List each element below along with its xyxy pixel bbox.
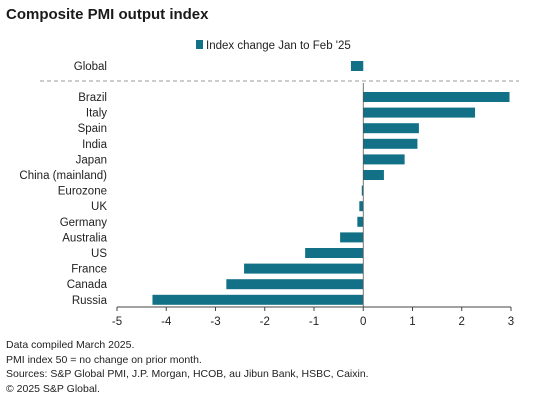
x-tick-label: 3 [508,316,514,328]
x-tick-label: -1 [309,316,319,328]
note-sources: Sources: S&P Global PMI, J.P. Morgan, HC… [6,368,369,380]
chart-title: Composite PMI output index [6,6,209,23]
x-tick-label: 2 [459,316,465,328]
x-tick-label: -3 [210,316,220,328]
bar-canada [226,279,364,290]
x-tick-label: 0 [360,316,366,328]
category-label-italy: Italy [86,108,107,120]
bar-us [305,248,364,258]
bar-japan [363,154,405,165]
category-label-germany: Germany [60,217,108,229]
legend-label: Index change Jan to Feb '25 [206,40,351,52]
bar-eurozone [361,185,364,196]
category-label-india: India [82,139,108,151]
bar-brazil [363,92,510,102]
footnotes: Data compiled March 2025. PMI index 50 =… [6,338,369,396]
x-tick-label: -2 [260,316,270,328]
x-tick-label: 1 [409,316,415,328]
legend-swatch [196,40,203,49]
bar-france [244,263,364,274]
category-label-japan: Japan [76,154,107,166]
note-copyright: © 2025 S&P Global. [6,382,100,395]
note-definition: PMI index 50 = no change on prior month. [6,353,202,366]
x-tick-label: -5 [112,316,122,328]
bar-australia [340,232,364,243]
category-label-eurozone: Eurozone [58,186,107,198]
bar-china-mainland [363,170,384,180]
category-label-us: US [91,248,107,260]
bar-global [350,61,364,71]
x-tick-label: -4 [161,316,172,328]
legend: Index change Jan to Feb '25 [196,40,351,52]
category-label-brazil: Brazil [78,92,107,104]
category-label-spain: Spain [78,123,107,135]
bar-india [363,138,418,149]
category-label-china-mainland: China (mainland) [19,170,107,182]
category-label-uk: UK [91,201,107,213]
bar-spain [363,123,419,134]
bar-italy [363,107,476,118]
category-label-australia: Australia [62,232,107,244]
category-label-russia: Russia [72,295,108,307]
category-label-global: Global [74,61,107,73]
category-label-canada: Canada [67,279,108,291]
bar-chart: Index change Jan to Feb '25 Global Brazil… [19,40,519,328]
bar-germany [357,216,364,227]
note-compiled: Data compiled March 2025. [6,339,135,351]
bar-uk [359,201,364,212]
category-label-france: France [71,264,107,276]
bar-russia [152,294,364,305]
